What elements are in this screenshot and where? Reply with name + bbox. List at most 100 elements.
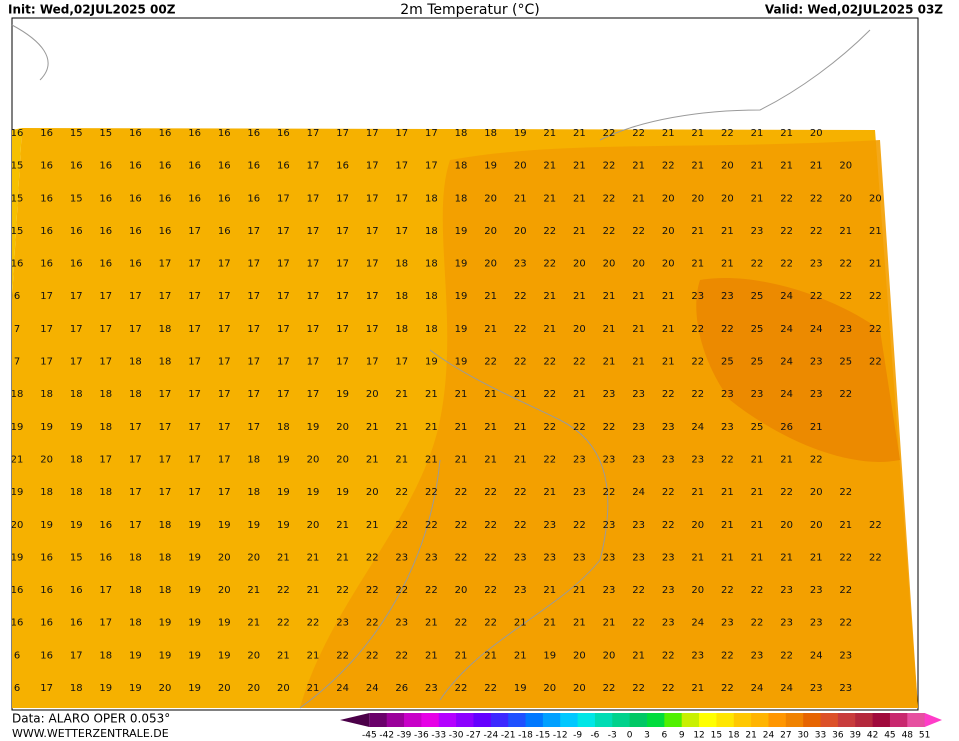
grid-value: 21 (514, 422, 527, 433)
grid-value: 20 (366, 389, 379, 400)
grid-value: 21 (573, 585, 586, 596)
grid-value: 21 (780, 128, 793, 139)
grid-value: 21 (336, 520, 349, 531)
grid-value: 20 (218, 683, 231, 694)
grid-value: 26 (780, 422, 793, 433)
grid-value: 25 (751, 291, 764, 302)
grid-value: 18 (70, 389, 83, 400)
colorbar-swatch (508, 713, 527, 727)
grid-value: 21 (573, 193, 586, 204)
grid-value: 20 (336, 454, 349, 465)
grid-value: 20 (336, 422, 349, 433)
grid-value: 16 (40, 585, 53, 596)
grid-value: 22 (543, 357, 556, 368)
grid-value: 19 (11, 487, 24, 498)
grid-value: 23 (810, 389, 823, 400)
grid-value: 18 (277, 422, 290, 433)
grid-value: 22 (307, 618, 320, 629)
grid-value: 21 (366, 454, 379, 465)
grid-value: 21 (691, 552, 704, 563)
colorbar-label: 39 (850, 731, 862, 741)
grid-value: 20 (662, 193, 675, 204)
grid-value: 18 (99, 487, 112, 498)
grid-value: 23 (691, 291, 704, 302)
grid-value: 16 (40, 193, 53, 204)
colorbar-swatch (560, 713, 579, 727)
grid-value: 17 (366, 291, 379, 302)
colorbar-swatch (612, 713, 631, 727)
grid-value: 18 (11, 389, 24, 400)
grid-value: 19 (455, 291, 468, 302)
grid-value: 17 (366, 161, 379, 172)
grid-value: 20 (810, 520, 823, 531)
grid-value: 23 (810, 683, 823, 694)
grid-value: 23 (514, 585, 527, 596)
grid-value: 21 (543, 585, 556, 596)
grid-value: 21 (810, 552, 823, 563)
grid-value: 16 (99, 226, 112, 237)
colorbar-label: -12 (553, 731, 568, 741)
colorbar-swatch (456, 713, 474, 727)
grid-value: 15 (70, 552, 83, 563)
grid-value: 21 (11, 454, 24, 465)
grid-value: 15 (99, 128, 112, 139)
grid-value: 17 (277, 324, 290, 335)
grid-value: 17 (307, 291, 320, 302)
colorbar-label: 30 (797, 731, 809, 741)
grid-value: 24 (366, 683, 379, 694)
grid-value: 22 (751, 259, 764, 270)
grid-value: 21 (691, 226, 704, 237)
grid-value: 23 (632, 454, 645, 465)
grid-value: 19 (514, 128, 527, 139)
colorbar-label: 9 (679, 731, 685, 741)
colorbar-end (924, 713, 942, 727)
grid-value: 6 (14, 650, 20, 661)
grid-value: 17 (70, 650, 83, 661)
grid-value: 19 (188, 520, 201, 531)
grid-value: 20 (691, 585, 704, 596)
grid-value: 23 (573, 552, 586, 563)
colorbar-label: 24 (763, 731, 775, 741)
grid-value: 21 (751, 161, 764, 172)
grid-value: 17 (277, 193, 290, 204)
grid-value: 16 (11, 259, 24, 270)
grid-value: 17 (129, 520, 142, 531)
grid-value: 20 (839, 193, 852, 204)
grid-value: 16 (70, 259, 83, 270)
grid-value: 22 (810, 291, 823, 302)
colorbar-label: -6 (590, 731, 599, 741)
colorbar-swatch (855, 713, 874, 727)
coast-region (12, 128, 22, 300)
colorbar-swatch (889, 713, 908, 727)
grid-value: 21 (721, 226, 734, 237)
grid-value: 22 (455, 487, 468, 498)
grid-value: 22 (691, 389, 704, 400)
grid-value: 17 (70, 324, 83, 335)
grid-value: 17 (366, 193, 379, 204)
grid-value: 22 (751, 618, 764, 629)
grid-value: 17 (307, 128, 320, 139)
grid-value: 21 (721, 520, 734, 531)
grid-value: 23 (780, 585, 793, 596)
colorbar-swatch (785, 713, 804, 727)
grid-value: 16 (99, 161, 112, 172)
grid-value: 20 (721, 161, 734, 172)
grid-value: 23 (839, 650, 852, 661)
grid-value: 23 (721, 618, 734, 629)
grid-value: 20 (247, 683, 260, 694)
grid-value: 22 (721, 650, 734, 661)
grid-value: 24 (810, 324, 823, 335)
grid-value: 18 (159, 324, 172, 335)
grid-value: 17 (99, 291, 112, 302)
grid-value: 22 (780, 259, 793, 270)
grid-value: 22 (632, 226, 645, 237)
grid-value: 22 (721, 324, 734, 335)
grid-value: 20 (11, 520, 24, 531)
grid-value: 21 (603, 324, 616, 335)
colorbar-swatch (837, 713, 856, 727)
grid-value: 21 (721, 487, 734, 498)
grid-value: 19 (514, 683, 527, 694)
valid-label: Valid: Wed,02JUL2025 03Z (765, 3, 943, 17)
grid-value: 18 (159, 520, 172, 531)
grid-value: 21 (780, 552, 793, 563)
